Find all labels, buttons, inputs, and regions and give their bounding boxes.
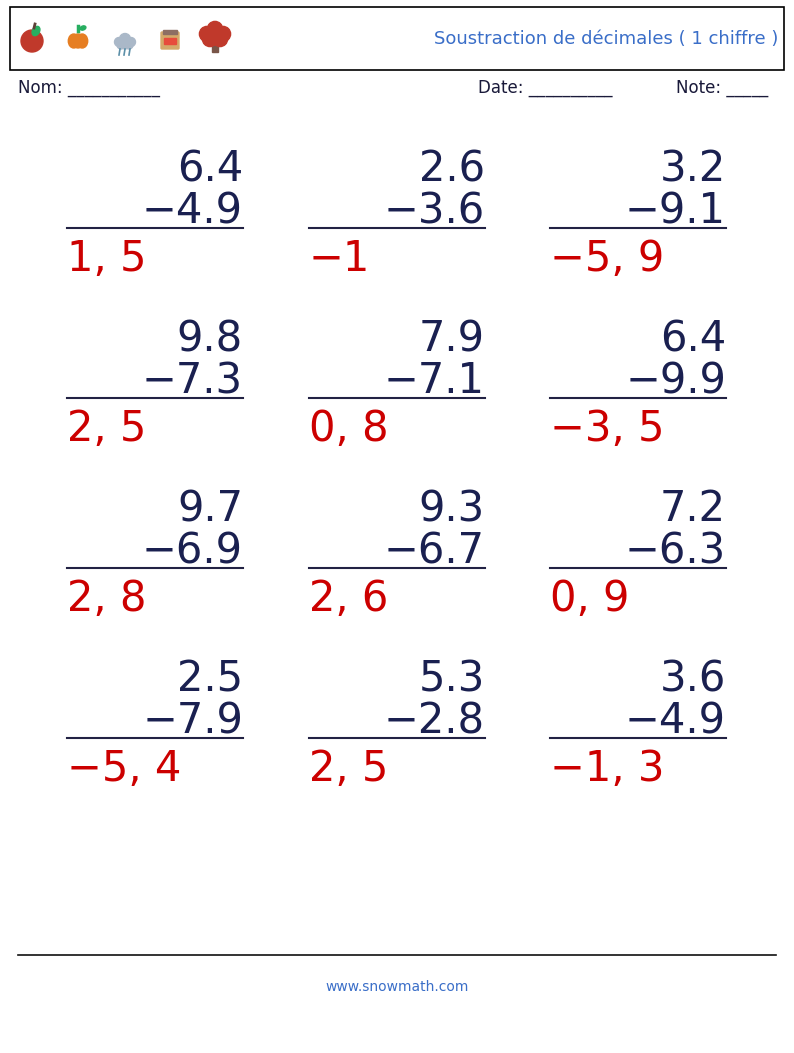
Text: −3.6: −3.6 xyxy=(384,190,485,232)
Text: Nom: ___________: Nom: ___________ xyxy=(18,79,160,97)
Text: 2.5: 2.5 xyxy=(177,658,243,700)
Text: −6.7: −6.7 xyxy=(384,530,485,572)
Ellipse shape xyxy=(80,26,86,31)
Text: −2.8: −2.8 xyxy=(384,700,485,742)
Circle shape xyxy=(215,26,230,42)
Text: 0, 9: 0, 9 xyxy=(550,578,630,620)
Text: −7.9: −7.9 xyxy=(142,700,243,742)
Text: −6.3: −6.3 xyxy=(625,530,726,572)
Text: 6.4: 6.4 xyxy=(177,148,243,190)
Text: 2, 5: 2, 5 xyxy=(67,408,146,450)
Ellipse shape xyxy=(72,34,83,48)
Text: Note: _____: Note: _____ xyxy=(676,79,769,97)
Text: −4.9: −4.9 xyxy=(625,700,726,742)
Text: Date: __________: Date: __________ xyxy=(478,79,612,97)
Text: 9.8: 9.8 xyxy=(177,318,243,360)
Text: −7.1: −7.1 xyxy=(384,360,485,402)
Bar xyxy=(164,38,175,44)
Circle shape xyxy=(125,41,133,49)
Circle shape xyxy=(114,38,124,46)
Circle shape xyxy=(117,41,125,49)
Text: −5, 9: −5, 9 xyxy=(550,238,665,280)
Bar xyxy=(212,43,218,52)
Ellipse shape xyxy=(77,34,87,48)
Text: 2, 6: 2, 6 xyxy=(309,578,388,620)
Circle shape xyxy=(207,29,222,44)
Text: 7.2: 7.2 xyxy=(660,488,726,530)
Text: 3.2: 3.2 xyxy=(660,148,726,190)
Text: 9.3: 9.3 xyxy=(418,488,485,530)
Text: 1, 5: 1, 5 xyxy=(67,238,147,280)
Circle shape xyxy=(121,41,129,49)
Text: −9.1: −9.1 xyxy=(625,190,726,232)
Text: 6.4: 6.4 xyxy=(660,318,726,360)
Text: 3.6: 3.6 xyxy=(660,658,726,700)
Text: −4.9: −4.9 xyxy=(142,190,243,232)
Text: −5, 4: −5, 4 xyxy=(67,748,181,790)
Text: 5.3: 5.3 xyxy=(418,658,485,700)
Text: −9.9: −9.9 xyxy=(625,360,726,402)
Bar xyxy=(163,29,177,34)
Text: 7.9: 7.9 xyxy=(419,318,485,360)
Circle shape xyxy=(213,32,228,46)
Bar xyxy=(10,7,784,69)
Circle shape xyxy=(21,29,43,52)
Text: −7.3: −7.3 xyxy=(142,360,243,402)
Text: 2, 8: 2, 8 xyxy=(67,578,147,620)
Text: 9.7: 9.7 xyxy=(177,488,243,530)
Circle shape xyxy=(202,32,218,46)
Circle shape xyxy=(126,38,136,46)
Ellipse shape xyxy=(68,34,79,48)
Text: −6.9: −6.9 xyxy=(142,530,243,572)
Circle shape xyxy=(207,21,222,37)
Text: 0, 8: 0, 8 xyxy=(309,408,388,450)
Text: −3, 5: −3, 5 xyxy=(550,408,665,450)
Text: 2.6: 2.6 xyxy=(419,148,485,190)
Circle shape xyxy=(120,34,130,44)
Text: −1, 3: −1, 3 xyxy=(550,748,665,790)
Text: Soustraction de décimales ( 1 chiffre ): Soustraction de décimales ( 1 chiffre ) xyxy=(434,29,778,48)
Ellipse shape xyxy=(32,26,40,36)
Circle shape xyxy=(199,26,214,42)
Text: −1: −1 xyxy=(309,238,370,280)
Text: 2, 5: 2, 5 xyxy=(309,748,388,790)
FancyBboxPatch shape xyxy=(161,32,179,49)
Text: www.snowmath.com: www.snowmath.com xyxy=(326,980,468,994)
